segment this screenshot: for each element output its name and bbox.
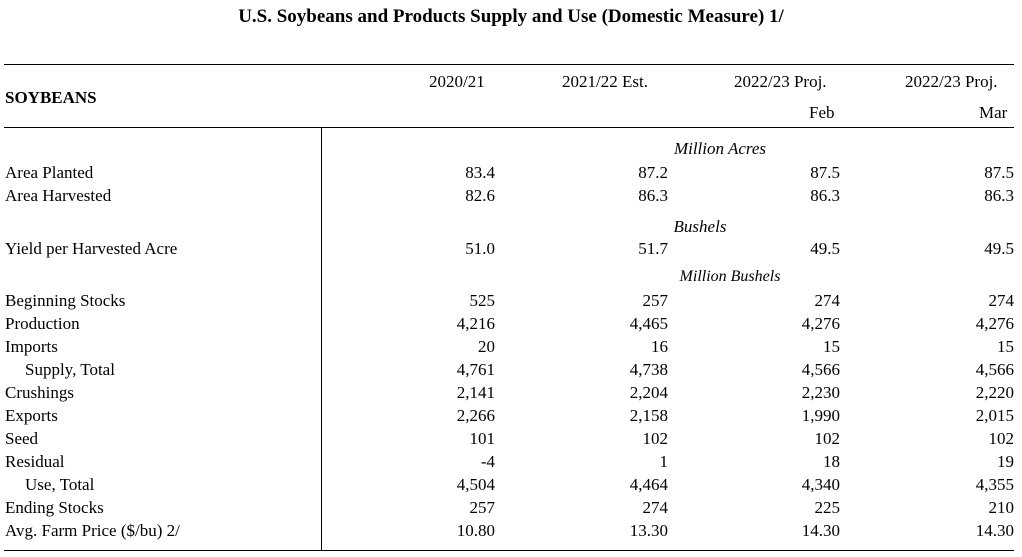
- table-cell: 87.5: [810, 163, 840, 182]
- table-cell: 4,465: [629, 314, 668, 333]
- column-header-2022-23-mar: 2022/23 Proj.: [905, 72, 998, 91]
- table-cell: 4,276: [801, 314, 840, 333]
- table-cell: 51.7: [638, 239, 668, 258]
- table-cell: 83.4: [465, 163, 495, 182]
- table-cell: 2,266: [456, 406, 495, 425]
- table-cell: 86.3: [638, 186, 668, 205]
- column-divider: [321, 127, 322, 550]
- table-cell: 14.30: [801, 521, 840, 540]
- table-cell: 82.6: [465, 186, 495, 205]
- table-cell: 4,340: [801, 475, 840, 494]
- column-header-2020-21: 2020/21: [429, 72, 485, 91]
- table-cell: 87.2: [638, 163, 668, 182]
- table-cell: 2,158: [629, 406, 668, 425]
- table-cell: 4,464: [629, 475, 668, 494]
- header-rule: [4, 127, 1014, 128]
- table-cell: 20: [478, 337, 495, 356]
- row-label: Crushings: [5, 383, 74, 402]
- row-label: Supply, Total: [25, 360, 115, 379]
- table-cell: 4,566: [801, 360, 840, 379]
- table-cell: 4,566: [975, 360, 1014, 379]
- table-cell: 102: [642, 429, 669, 448]
- table-cell: 4,216: [456, 314, 495, 333]
- table-cell: 16: [651, 337, 668, 356]
- table-cell: 10.80: [456, 521, 495, 540]
- table-cell: 86.3: [810, 186, 840, 205]
- row-label: Exports: [5, 406, 58, 425]
- top-rule: [4, 64, 1014, 65]
- table-cell: 102: [988, 429, 1015, 448]
- table-cell: 4,504: [456, 475, 495, 494]
- section-heading: SOYBEANS: [5, 88, 97, 107]
- table-cell: 2,220: [975, 383, 1014, 402]
- table-cell: 15: [823, 337, 840, 356]
- row-label: Seed: [5, 429, 39, 448]
- table-cell: 1,990: [801, 406, 840, 425]
- row-label: Imports: [5, 337, 58, 356]
- column-header-2021-22: 2021/22 Est.: [562, 72, 648, 91]
- table-cell: 274: [988, 291, 1015, 310]
- table-cell: 49.5: [984, 239, 1014, 258]
- unit-label-million-bushels: Million Bushels: [679, 268, 781, 285]
- column-subheader-feb: Feb: [809, 103, 835, 122]
- table-title: U.S. Soybeans and Products Supply and Us…: [238, 6, 784, 27]
- row-label: Area Harvested: [5, 186, 112, 205]
- table-cell: 14.30: [975, 521, 1014, 540]
- table-cell: 274: [814, 291, 841, 310]
- table-cell: 86.3: [984, 186, 1014, 205]
- table-cell: 102: [814, 429, 841, 448]
- unit-label-acres: Million Acres: [673, 139, 767, 158]
- row-label: Beginning Stocks: [5, 291, 126, 310]
- table-cell: 101: [469, 429, 496, 448]
- row-label: Area Planted: [5, 163, 94, 182]
- table-cell: 51.0: [465, 239, 495, 258]
- unit-label-bushels: Bushels: [673, 217, 727, 236]
- row-label: Production: [5, 314, 80, 333]
- row-label: Residual: [5, 452, 65, 471]
- row-label: Avg. Farm Price ($/bu) 2/: [5, 521, 180, 540]
- table-cell: 257: [642, 291, 669, 310]
- column-subheader-mar: Mar: [979, 103, 1008, 122]
- table-cell: 210: [988, 498, 1015, 517]
- table-cell: -4: [480, 452, 495, 471]
- row-label: Ending Stocks: [5, 498, 104, 517]
- table-cell: 2,141: [456, 383, 495, 402]
- row-label: Use, Total: [25, 475, 95, 494]
- table-cell: 2,015: [975, 406, 1014, 425]
- table-cell: 18: [823, 452, 840, 471]
- column-header-2022-23-feb: 2022/23 Proj.: [734, 72, 827, 91]
- table-cell: 2,230: [801, 383, 840, 402]
- table-cell: 1: [659, 452, 669, 471]
- table-cell: 19: [997, 452, 1014, 471]
- table-cell: 274: [642, 498, 669, 517]
- row-label: Yield per Harvested Acre: [5, 239, 178, 258]
- table-cell: 257: [469, 498, 496, 517]
- table-cell: 87.5: [984, 163, 1014, 182]
- table-cell: 225: [814, 498, 841, 517]
- table-cell: 4,276: [975, 314, 1014, 333]
- table-cell: 13.30: [629, 521, 668, 540]
- table-cell: 4,761: [456, 360, 495, 379]
- table-cell: 15: [997, 337, 1014, 356]
- table-cell: 4,355: [975, 475, 1014, 494]
- table-cell: 4,738: [629, 360, 668, 379]
- table-cell: 525: [469, 291, 496, 310]
- bottom-rule: [4, 550, 1014, 551]
- table-cell: 2,204: [629, 383, 668, 402]
- table-cell: 49.5: [810, 239, 840, 258]
